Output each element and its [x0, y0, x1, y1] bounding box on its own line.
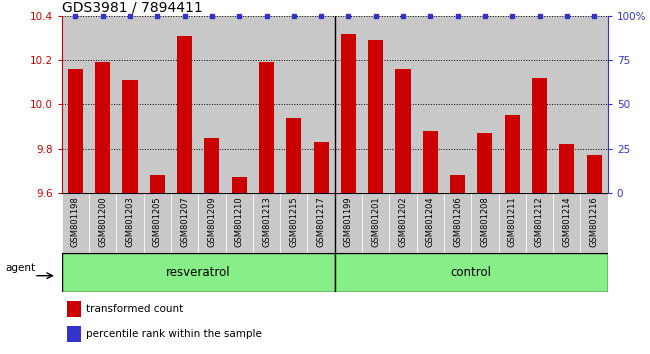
Bar	[341, 34, 356, 193]
Bar	[532, 78, 547, 193]
Bar	[422, 131, 438, 193]
Bar	[526, 193, 553, 253]
Bar	[313, 142, 329, 193]
Text: GSM801210: GSM801210	[235, 196, 244, 247]
Text: GSM801206: GSM801206	[453, 196, 462, 247]
Text: GSM801209: GSM801209	[207, 196, 216, 247]
Bar	[389, 193, 417, 253]
Bar	[280, 193, 307, 253]
Bar	[580, 193, 608, 253]
Text: GSM801200: GSM801200	[98, 196, 107, 247]
Text: GDS3981 / 7894411: GDS3981 / 7894411	[62, 1, 203, 15]
Bar	[471, 193, 499, 253]
Bar	[89, 193, 116, 253]
Bar	[586, 155, 602, 193]
Bar	[226, 193, 253, 253]
Bar	[259, 62, 274, 193]
Bar	[150, 175, 165, 193]
Bar	[198, 193, 226, 253]
Text: GSM801205: GSM801205	[153, 196, 162, 247]
Bar	[335, 193, 362, 253]
Text: GSM801212: GSM801212	[535, 196, 544, 247]
Bar	[62, 253, 335, 292]
Bar	[335, 253, 608, 292]
Text: GSM801214: GSM801214	[562, 196, 571, 247]
Text: agent: agent	[5, 263, 35, 273]
Bar	[67, 301, 81, 317]
Text: GSM801204: GSM801204	[426, 196, 435, 247]
Text: GSM801198: GSM801198	[71, 196, 80, 247]
Text: GSM801201: GSM801201	[371, 196, 380, 247]
Bar	[417, 193, 444, 253]
Bar	[559, 144, 575, 193]
Bar	[395, 69, 411, 193]
Bar	[477, 133, 493, 193]
Bar	[122, 80, 138, 193]
Bar	[204, 138, 220, 193]
Bar	[177, 36, 192, 193]
Text: GSM801215: GSM801215	[289, 196, 298, 247]
Bar	[499, 193, 526, 253]
Text: GSM801208: GSM801208	[480, 196, 489, 247]
Text: GSM801203: GSM801203	[125, 196, 135, 247]
Bar	[171, 193, 198, 253]
Text: GSM801213: GSM801213	[262, 196, 271, 247]
Bar	[144, 193, 171, 253]
Text: GSM801202: GSM801202	[398, 196, 408, 247]
Bar	[553, 193, 580, 253]
Text: GSM801216: GSM801216	[590, 196, 599, 247]
Bar	[444, 193, 471, 253]
Bar	[450, 175, 465, 193]
Text: GSM801211: GSM801211	[508, 196, 517, 247]
Bar	[253, 193, 280, 253]
Bar	[62, 193, 89, 253]
Bar	[504, 115, 520, 193]
Bar	[95, 62, 110, 193]
Text: percentile rank within the sample: percentile rank within the sample	[86, 329, 262, 339]
Text: transformed count: transformed count	[86, 304, 183, 314]
Bar	[116, 193, 144, 253]
Bar	[362, 193, 389, 253]
Bar	[286, 118, 302, 193]
Text: control: control	[450, 266, 492, 279]
Bar	[67, 326, 81, 342]
Text: GSM801199: GSM801199	[344, 196, 353, 247]
Bar	[68, 69, 83, 193]
Bar	[368, 40, 384, 193]
Text: GSM801207: GSM801207	[180, 196, 189, 247]
Text: resveratrol: resveratrol	[166, 266, 231, 279]
Text: GSM801217: GSM801217	[317, 196, 326, 247]
Bar	[231, 177, 247, 193]
Bar	[307, 193, 335, 253]
